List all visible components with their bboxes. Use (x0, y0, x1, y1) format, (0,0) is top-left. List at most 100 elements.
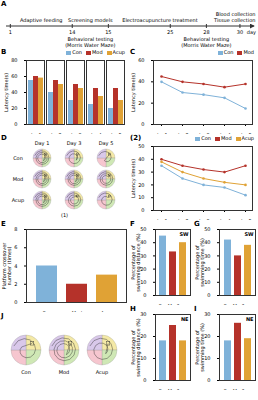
svg-text:30: 30 (204, 311, 210, 317)
svg-text:10: 10 (140, 279, 146, 285)
svg-text:0: 0 (14, 121, 17, 127)
svg-text:Tissue collection: Tissue collection (213, 17, 255, 23)
svg-text:Acup: Acup (177, 303, 189, 305)
svg-text:20: 20 (11, 105, 17, 111)
svg-text:0: 0 (14, 299, 17, 305)
svg-text:Con: Con (21, 369, 31, 375)
svg-text:0: 0 (143, 377, 146, 383)
svg-text:25: 25 (167, 29, 173, 35)
svg-text:Acup: Acup (177, 388, 189, 390)
svg-text:Acup: Acup (242, 303, 254, 305)
svg-text:(1): (1) (61, 212, 68, 218)
svg-text:Con: Con (158, 303, 168, 305)
svg-text:SW: SW (244, 231, 254, 237)
svg-text:40: 40 (11, 89, 17, 95)
svg-text:day4: day4 (218, 132, 230, 134)
svg-text:Electroacupuncture treatment: Electroacupuncture treatment (122, 17, 197, 24)
svg-text:40: 40 (138, 78, 144, 84)
svg-text:14: 14 (69, 29, 75, 35)
svg-text:28: 28 (203, 29, 209, 35)
svg-text:30: 30 (140, 311, 146, 317)
svg-text:day1: day1 (29, 132, 41, 134)
svg-text:0: 0 (143, 292, 146, 298)
svg-text:Con: Con (13, 155, 23, 161)
svg-text:0: 0 (207, 292, 210, 298)
svg-text:Acup: Acup (96, 369, 108, 376)
svg-text:day5: day5 (239, 218, 251, 220)
svg-text:(Morris Water Maze): (Morris Water Maze) (181, 42, 231, 48)
svg-text:Mod: Mod (59, 369, 70, 375)
svg-text:30: 30 (237, 29, 243, 35)
svg-text:2: 2 (14, 281, 17, 287)
svg-text:20: 20 (138, 182, 144, 188)
svg-text:day3: day3 (197, 218, 209, 220)
svg-text:80: 80 (11, 57, 17, 63)
svg-text:6: 6 (14, 244, 17, 250)
svg-text:10: 10 (138, 194, 144, 200)
svg-text:Percentage ofswimming distance: Percentage ofswimming distance (%) (130, 318, 142, 377)
svg-text:Percentage ofswimming time (%): Percentage ofswimming time (%) (194, 323, 206, 372)
svg-text:Mod: Mod (13, 176, 24, 182)
svg-text:SW: SW (179, 231, 189, 237)
svg-text:Percentage ofswimming time (%): Percentage ofswimming time (%) (194, 238, 206, 287)
svg-text:0: 0 (207, 377, 210, 383)
svg-text:Acup: Acup (101, 310, 113, 312)
svg-text:40: 40 (204, 239, 210, 245)
svg-text:day1: day1 (155, 132, 167, 134)
svg-text:Day 5: Day 5 (99, 140, 114, 147)
svg-text:day3: day3 (197, 132, 209, 134)
svg-text:50: 50 (140, 226, 146, 232)
svg-text:Acup: Acup (242, 388, 254, 390)
svg-text:4: 4 (14, 263, 17, 269)
svg-text:50: 50 (204, 226, 210, 232)
svg-text:day2: day2 (176, 218, 188, 220)
svg-text:Latency time(s): Latency time(s) (130, 159, 137, 198)
svg-text:day4: day4 (89, 132, 101, 134)
svg-text:Adaptive feeding: Adaptive feeding (20, 17, 63, 24)
svg-text:0: 0 (141, 121, 144, 127)
svg-text:Latency time(s): Latency time(s) (130, 73, 137, 112)
svg-text:30: 30 (138, 169, 144, 175)
svg-text:0: 0 (141, 207, 144, 213)
svg-text:8: 8 (14, 226, 17, 232)
svg-text:20: 20 (204, 266, 210, 272)
svg-text:Con: Con (42, 310, 52, 312)
svg-text:day5: day5 (239, 132, 251, 134)
svg-text:day2: day2 (176, 132, 188, 134)
svg-text:10: 10 (204, 279, 210, 285)
svg-text:20: 20 (140, 266, 146, 272)
svg-text:Con: Con (158, 388, 168, 390)
svg-text:day: day (247, 29, 256, 36)
svg-text:day5: day5 (109, 132, 121, 134)
svg-text:day2: day2 (49, 132, 61, 134)
svg-text:20: 20 (140, 333, 146, 339)
svg-text:NE: NE (181, 316, 189, 322)
svg-text:NE: NE (246, 316, 254, 322)
svg-text:30: 30 (140, 253, 146, 259)
svg-text:Day 1: Day 1 (35, 140, 50, 147)
svg-text:Acup: Acup (12, 197, 24, 204)
svg-text:day1: day1 (155, 218, 167, 220)
svg-text:60: 60 (11, 73, 17, 79)
svg-text:30: 30 (204, 253, 210, 259)
svg-text:1: 1 (9, 29, 12, 35)
svg-text:40: 40 (140, 239, 146, 245)
svg-text:20: 20 (138, 100, 144, 106)
svg-text:20: 20 (204, 333, 210, 339)
svg-text:10: 10 (204, 355, 210, 361)
svg-text:day3: day3 (69, 132, 81, 134)
svg-text:15: 15 (105, 29, 111, 35)
svg-text:Con: Con (223, 303, 233, 305)
svg-text:Mod: Mod (72, 310, 83, 312)
svg-text:Con: Con (223, 388, 233, 390)
svg-text:40: 40 (138, 156, 144, 162)
svg-text:Day 3: Day 3 (67, 140, 82, 147)
svg-text:(Morris Water Maze): (Morris Water Maze) (65, 42, 115, 48)
svg-text:Percentage ofswimming distance: Percentage ofswimming distance (%) (130, 233, 142, 292)
svg-text:Platform crossovernumber (time: Platform crossovernumber (times) (1, 242, 12, 290)
svg-text:50: 50 (138, 143, 144, 149)
svg-text:day4: day4 (218, 218, 230, 220)
svg-text:Screening models: Screening models (68, 17, 113, 24)
svg-text:10: 10 (140, 355, 146, 361)
svg-text:Latency time(s): Latency time(s) (3, 73, 10, 112)
